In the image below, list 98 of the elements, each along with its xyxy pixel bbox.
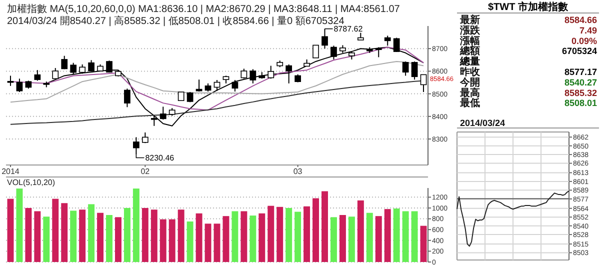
category-label: 最高 xyxy=(459,86,480,99)
category-label: 今開 xyxy=(459,76,480,88)
bar xyxy=(420,226,427,262)
text: 8585.32 xyxy=(564,88,597,98)
chart-title: 加權指數 MA(5,10,20,60,0,0) MA1:8636.10 | MA2:8670.29 | MA3:8648.11 | MA4:8561.07 xyxy=(7,3,400,15)
text: 2014/03/24 xyxy=(460,118,506,128)
bar xyxy=(168,219,176,262)
candlestick xyxy=(133,136,140,156)
bar xyxy=(268,206,274,262)
bar xyxy=(150,210,158,262)
category-label: 漲幅 xyxy=(459,34,480,47)
bar xyxy=(160,219,166,262)
chart-title: VOL(5,10,20) xyxy=(7,178,56,187)
candlestick xyxy=(214,80,220,92)
bar xyxy=(250,216,256,262)
bar xyxy=(339,215,346,262)
bar xyxy=(222,216,230,262)
text: 8540.27 xyxy=(564,77,597,88)
bar xyxy=(294,212,302,262)
bar xyxy=(357,200,364,262)
candlestick xyxy=(52,68,59,80)
bar xyxy=(393,208,400,262)
annotation: 8230.46 xyxy=(145,154,175,163)
candlestick xyxy=(420,74,427,92)
bar xyxy=(286,208,292,262)
candlestick xyxy=(79,64,86,74)
category-label: 漲跌 xyxy=(459,24,481,36)
bar xyxy=(16,188,23,262)
bar xyxy=(214,224,220,262)
bar xyxy=(240,211,248,262)
bar xyxy=(61,203,68,262)
category-label: 總量 xyxy=(459,56,480,68)
candlestick xyxy=(124,88,130,108)
text: 7.49 xyxy=(579,25,597,36)
line-series xyxy=(10,60,424,103)
bar xyxy=(384,209,391,262)
x-tick-label: 2014 xyxy=(2,167,20,176)
text: 0.09% xyxy=(571,36,597,46)
category-label: 最新 xyxy=(459,14,480,26)
bar xyxy=(34,211,41,262)
candlestick xyxy=(61,55,68,70)
category-label: 最低 xyxy=(459,97,480,110)
bar xyxy=(43,216,50,262)
text: $TWT 市加權指數 xyxy=(488,1,569,13)
bar xyxy=(304,206,310,262)
candlestick xyxy=(160,106,166,120)
bar xyxy=(142,208,148,262)
candlestick xyxy=(88,60,94,72)
bar xyxy=(52,198,59,262)
bar xyxy=(232,211,238,262)
text: 6705324 xyxy=(562,46,597,56)
bar xyxy=(402,211,409,262)
candlestick xyxy=(322,28,328,50)
bar xyxy=(196,213,202,262)
candlestick xyxy=(268,65,274,80)
candlestick xyxy=(232,80,238,92)
candlestick xyxy=(402,60,409,76)
bar xyxy=(124,208,130,262)
candlestick xyxy=(384,35,391,46)
bar xyxy=(330,217,337,262)
bar xyxy=(258,213,266,262)
bar xyxy=(276,206,284,262)
candlestick xyxy=(34,70,41,82)
bar xyxy=(132,188,140,262)
candlestick xyxy=(7,75,14,86)
text: 8577.17 xyxy=(564,67,597,77)
bar xyxy=(366,212,373,262)
bar xyxy=(25,208,32,262)
category-label: 總額 xyxy=(459,45,480,58)
candlestick xyxy=(411,60,418,80)
candlestick xyxy=(250,68,256,84)
bar xyxy=(411,211,418,262)
bar xyxy=(88,204,95,262)
line-series xyxy=(456,190,570,247)
bar xyxy=(106,215,112,262)
candlestick xyxy=(240,68,248,80)
bar xyxy=(312,198,319,262)
bar xyxy=(7,198,14,262)
bar xyxy=(348,216,355,262)
chart-subtitle: 2014/03/24 開8540.27 | 高8585.32 | 低8508.01 | 收8584.66 | 量0 額6705324 xyxy=(7,15,345,27)
text: 8508.01 xyxy=(564,98,597,108)
candlestick xyxy=(70,62,77,75)
bar xyxy=(186,221,194,262)
text: 8584.66 xyxy=(564,15,597,25)
bar xyxy=(375,216,382,262)
candlestick xyxy=(286,64,292,84)
x-tick-label: 03 xyxy=(293,167,303,176)
bar xyxy=(322,191,328,262)
bar xyxy=(178,210,184,262)
bar xyxy=(115,217,122,262)
category-label: 昨收 xyxy=(460,66,481,78)
candlestick xyxy=(16,78,23,92)
bar xyxy=(97,212,104,262)
x-tick-label: 02 xyxy=(140,167,150,176)
bar xyxy=(70,210,77,262)
bar xyxy=(204,224,212,262)
annotation: 8787.62 xyxy=(334,24,364,34)
bar xyxy=(79,210,86,262)
